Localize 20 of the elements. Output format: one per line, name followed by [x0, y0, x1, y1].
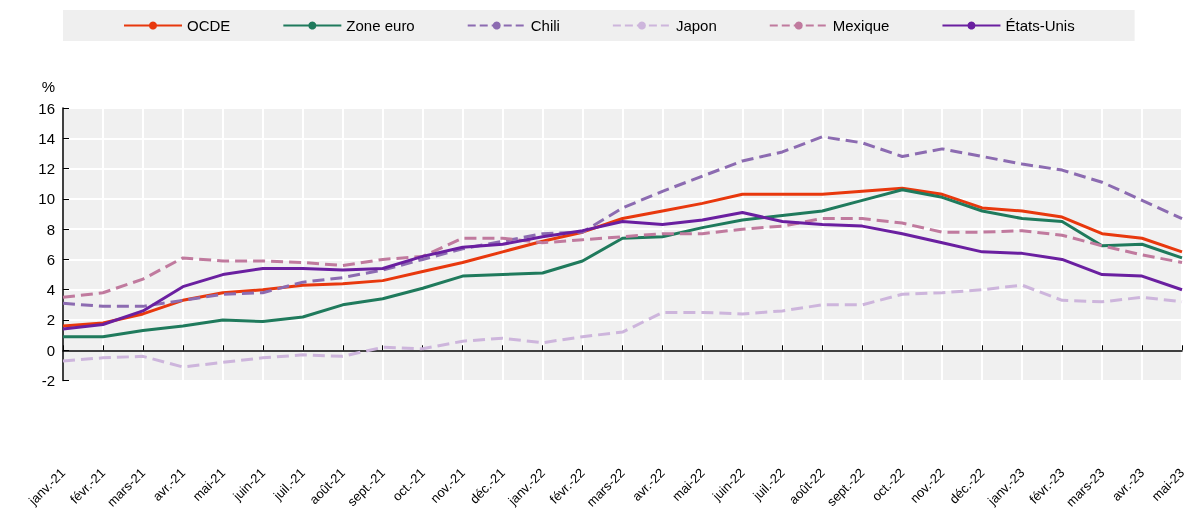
y-tick-label: 16 [38, 99, 55, 117]
legend-label: Chili [530, 17, 560, 34]
legend-label: Japon [675, 17, 717, 34]
y-tick-label: 12 [38, 160, 55, 178]
legend-label: Mexique [832, 17, 890, 34]
y-tick-label: 6 [46, 250, 55, 268]
line-series [61, 135, 1184, 308]
y-tick-label: 2 [46, 311, 55, 329]
y-tick-label: 0 [46, 341, 55, 359]
y-tick-label: -2 [41, 372, 55, 390]
y-tick-label: 10 [38, 190, 55, 208]
y-axis-title: % [41, 78, 55, 95]
y-tick-label: 14 [38, 129, 55, 147]
line-series [61, 210, 1184, 331]
y-tick-label: 4 [46, 281, 55, 299]
legend-label: États-Unis [1005, 17, 1075, 34]
line-series [61, 217, 1184, 299]
y-tick-label: 8 [46, 220, 55, 238]
legend-label: Zone euro [346, 17, 415, 34]
legend-label: OCDE [187, 17, 231, 34]
